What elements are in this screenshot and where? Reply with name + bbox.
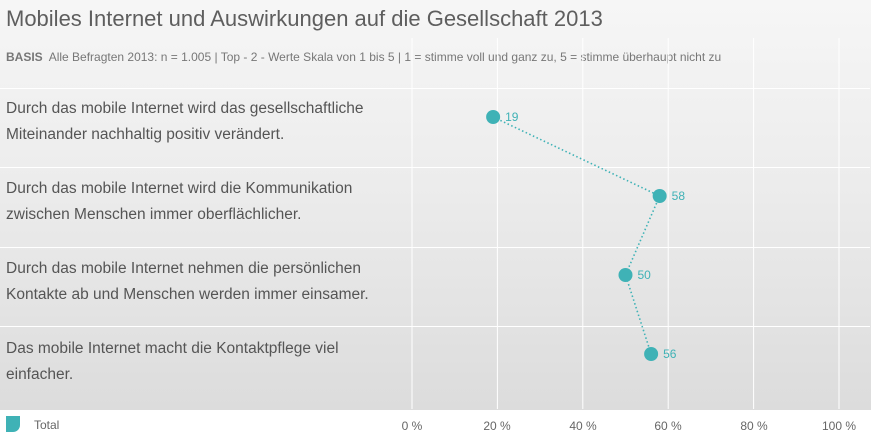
chart-panel — [0, 0, 871, 410]
chart-basis-note: BASIS Alle Befragten 2013: n = 1.005 | To… — [6, 50, 721, 64]
x-tick-label: 40 % — [569, 419, 597, 433]
category-label-1: Durch das mobile Internet wird das gesel… — [6, 100, 364, 143]
data-point-4 — [644, 347, 659, 361]
x-tick-label: 100 % — [821, 419, 857, 433]
data-point-3 — [618, 268, 633, 282]
series-line-total — [492, 116, 661, 355]
category-label-3: Durch das mobile Internet nehmen die per… — [6, 260, 369, 303]
data-label-1: 19 — [505, 110, 519, 124]
basis-text: Alle Befragten 2013: n = 1.005 | Top - 2… — [48, 50, 722, 64]
data-label-4: 56 — [663, 347, 677, 361]
category-label-2: Durch das mobile Internet wird die Kommu… — [6, 180, 353, 223]
legend-label-total: Total — [34, 418, 60, 432]
category-label-4: Das mobile Internet macht die Kontaktpfl… — [6, 340, 339, 383]
row-separator — [0, 167, 870, 168]
chart-title: Mobiles Internet und Auswirkungen auf di… — [6, 6, 603, 31]
data-point-2 — [652, 189, 667, 203]
row-separator — [0, 326, 870, 327]
data-label-2: 58 — [672, 189, 686, 203]
data-label-3: 50 — [638, 268, 652, 282]
basis-label: BASIS — [6, 50, 43, 64]
x-tick-label: 20 % — [483, 419, 511, 433]
legend-swatch-total — [6, 416, 20, 432]
row-separator — [0, 247, 870, 248]
x-tick-label: 0 % — [401, 419, 423, 433]
x-tick-label: 80 % — [740, 419, 768, 433]
x-tick-label: 60 % — [654, 419, 682, 433]
data-point-1 — [486, 110, 501, 124]
row-separator — [0, 88, 870, 89]
